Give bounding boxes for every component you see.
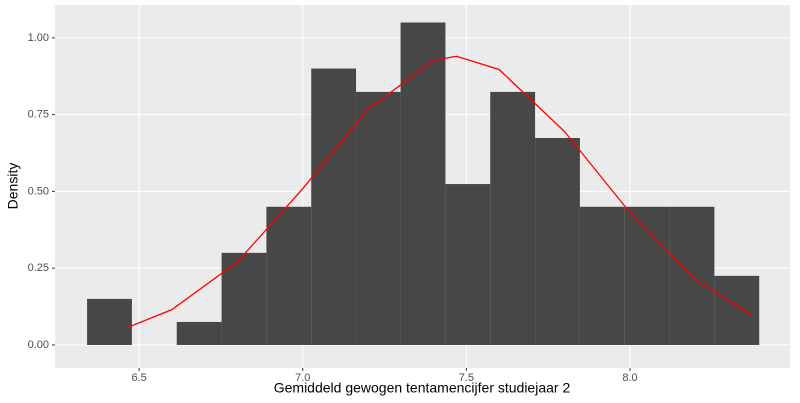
y-tick-label: 0.50 — [28, 185, 49, 197]
bar — [266, 206, 312, 345]
y-tick-label: 1.00 — [28, 32, 49, 44]
x-tick-label: 7.5 — [459, 372, 474, 384]
bar — [445, 184, 491, 345]
y-axis-title: Density — [5, 163, 21, 210]
bar — [356, 91, 401, 345]
x-tick-label: 6.5 — [131, 372, 146, 384]
bar — [535, 137, 580, 345]
bar — [579, 206, 625, 345]
y-tick-label: 0.75 — [28, 109, 49, 121]
x-tick-label: 7.0 — [295, 372, 310, 384]
x-tick-label: 8.0 — [622, 372, 637, 384]
bar — [221, 252, 267, 345]
bar — [490, 91, 536, 345]
bar — [624, 206, 670, 345]
bar — [400, 22, 446, 345]
density-curve — [125, 55, 752, 329]
bar — [714, 275, 760, 345]
bar — [87, 298, 132, 345]
bar — [311, 68, 357, 345]
y-tick-label: 0.25 — [28, 262, 49, 274]
y-tick-label: 0.00 — [28, 339, 49, 351]
bar — [176, 321, 222, 345]
x-axis-title: Gemiddeld gewogen tentamencijfer studiej… — [274, 380, 571, 396]
